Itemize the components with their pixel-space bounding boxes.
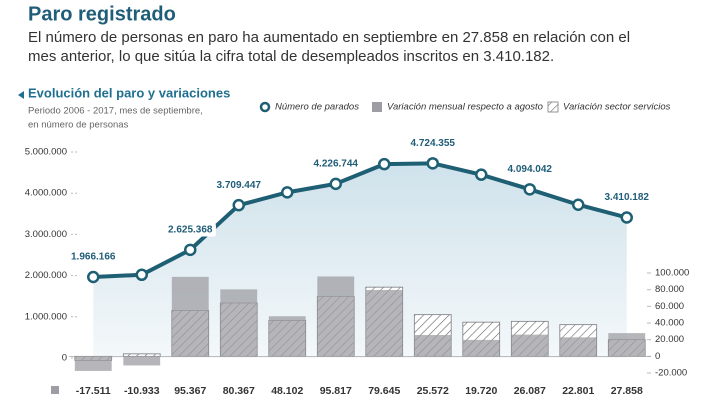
line-point [329,177,342,191]
page-title: Paro registrado [28,3,176,25]
bar [122,353,161,357]
label-box [165,223,216,237]
legend-label: Variación mensual respecto a agosto [387,102,543,113]
label-pointer [428,149,437,154]
y2-tick-label: 0 [655,351,660,362]
legend-key [259,101,271,113]
y2-tick-label: 40.000 [655,318,684,329]
line-point [620,211,633,224]
chart-subtitle: Periodo 2006 - 2017, mes de septiembre, [28,106,203,117]
bar-value-label: -10.933 [124,385,160,397]
bar-value-label: 26.087 [514,385,546,397]
bar-value-label: 48.102 [271,385,303,397]
line-point [281,186,294,199]
y2-tick-label: -20.000 [655,368,687,379]
bar-value-label: 95.817 [320,385,352,397]
bar [74,356,112,371]
line-point [232,198,245,212]
line-value-label: 1.966.166 [71,252,116,263]
legend-label: Número de parados [275,102,359,113]
line-value-label: 4.724.355 [411,138,456,149]
bar [608,333,646,357]
legend-key [372,102,382,112]
y2-tick-label: 60.000 [655,301,684,312]
label-pointer [234,191,243,196]
chart-subtitle: en número de personas [28,120,129,131]
bar [511,334,549,357]
y-tick-label: 5.000.000 [25,147,67,158]
plot: 0 1.000.000 2.000.000 3.000.000 4.000.000 5.0… [25,102,690,397]
bar-value-label: -17.511 [76,385,111,397]
label-box [504,162,556,176]
bar-value-label: 25.572 [417,385,449,397]
page-text: El número de personas en paro ha aumenta… [28,29,630,46]
line-point [475,168,488,181]
title-marker [18,91,24,99]
line-value-label: 4.226.744 [314,158,359,169]
label-box [213,178,265,192]
bar [123,356,161,366]
label-key [51,386,59,394]
y2-tick-label: 80.000 [655,284,684,295]
bar-value-label: 27.858 [611,385,643,397]
y-tick-label: 4.000.000 [25,188,67,199]
bar [171,276,209,357]
label-box [407,136,459,150]
line-point [87,270,100,284]
label-pointer [186,236,195,241]
bar [365,289,403,357]
bar [414,335,452,357]
bar [559,337,597,357]
bar-value-label: 95.367 [174,385,206,397]
bar-value-label: 79.645 [368,385,400,397]
line-point [378,157,391,171]
line-value-label: 4.094.042 [508,164,553,175]
line-point [572,198,585,211]
y-tick-label: 3.000.000 [25,229,67,240]
legend-key [547,101,559,113]
label-pointer [89,263,98,268]
legend-label: Variación sector servicios [563,102,671,113]
y-tick-label: 1.000.000 [25,311,67,322]
line-point [184,243,197,257]
label-box [68,250,119,264]
y2-tick-label: 100.000 [655,268,689,279]
line-point [523,183,536,196]
bar-value-label: 80.367 [223,385,255,397]
bar [268,316,306,357]
line-value-label: 2.625.368 [168,224,213,235]
label-box [310,157,362,171]
line-point [135,268,148,282]
bar [317,276,355,357]
y2-tick-label: 20.000 [655,334,684,345]
label-pointer [331,170,340,175]
line [93,161,628,279]
page-text: mes anterior, lo que sitúa la cifra tota… [28,48,554,65]
bar-value-label: 19.720 [465,385,497,397]
y-tick-label: 2.000.000 [25,270,67,281]
line-point [426,157,439,170]
label-box [601,191,653,205]
line-value-label: 3.709.447 [217,180,262,191]
bar-value-label: 22.801 [562,385,594,397]
label-pointer [622,204,631,209]
bar [220,289,258,357]
bar [462,339,500,357]
chart-title: Evolución del paro y variaciones [28,85,230,100]
y-tick-label: 0 [62,353,67,364]
label-pointer [525,175,534,180]
line-value-label: 3.410.182 [605,192,650,203]
